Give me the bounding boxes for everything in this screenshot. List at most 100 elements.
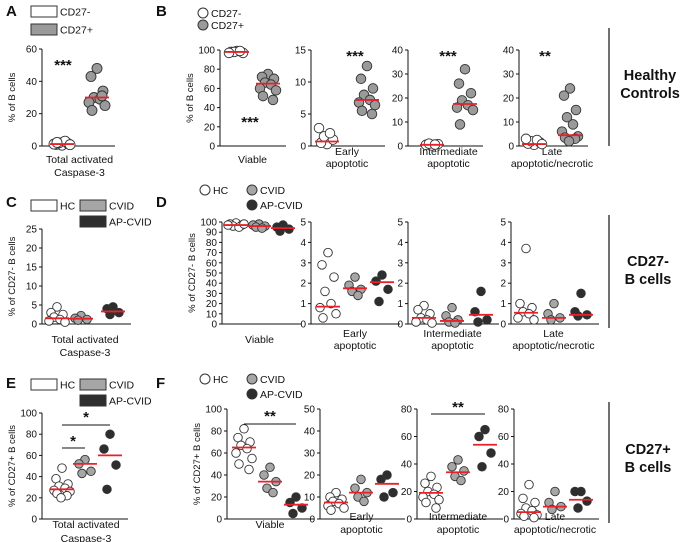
y-tick-label: 2: [300, 279, 306, 290]
legend-a: CD27- CD27+: [30, 5, 93, 37]
y-tick-label: 0: [309, 515, 315, 526]
data-point: [57, 463, 67, 473]
panel-e: 0 20 40 60 80 100% of CD27+ B cells Total acti…: [7, 409, 128, 542]
legend-swatch: [79, 378, 107, 391]
series-hc: [516, 479, 542, 523]
data-point: [564, 83, 576, 94]
x-category-label: Total activated: [46, 154, 113, 166]
data-point: [561, 111, 573, 123]
y-tick-label: 60: [206, 258, 218, 269]
data-point: [275, 226, 285, 236]
y-tick-label: 0: [31, 320, 37, 331]
significance-label: **: [264, 408, 276, 425]
panel-letter-d: D: [156, 194, 167, 211]
significance-label: **: [452, 399, 464, 416]
y-tick-label: 20: [304, 471, 316, 482]
y-tick-label: 60: [26, 45, 38, 56]
group-label-row3-line1: CD27+: [625, 442, 671, 458]
x-category-label: Viable: [238, 154, 267, 166]
legend-marker: [246, 373, 258, 385]
series-hc: [323, 487, 349, 515]
data-point: [470, 307, 480, 317]
data-point: [376, 474, 386, 485]
data-point: [329, 272, 339, 282]
series-hc: [44, 302, 70, 327]
series-cvid: [446, 455, 470, 486]
x-category-label: Late: [545, 511, 566, 523]
y-tick-label: 4: [397, 238, 403, 249]
data-point: [411, 317, 421, 327]
series-ap-cvid: [375, 470, 399, 502]
legend-swatch: [30, 378, 58, 391]
data-point: [529, 315, 539, 325]
x-category-label: Viable: [256, 519, 285, 531]
data-point: [356, 105, 368, 117]
significance-label: *: [83, 409, 89, 426]
series-ap-cvid: [473, 424, 497, 472]
data-point: [231, 448, 241, 458]
legend-marker: [246, 199, 258, 211]
legend-swatch: [79, 394, 107, 407]
data-point: [513, 313, 523, 323]
x-category-label: Caspase-3: [60, 347, 111, 359]
data-point: [546, 315, 556, 325]
x-category-label: apoptotic/necrotic: [514, 524, 596, 536]
y-tick-label: 40: [304, 427, 316, 438]
data-point: [530, 497, 540, 508]
y-tick-label: 20: [392, 94, 404, 105]
data-point: [518, 493, 528, 504]
y-tick-label: 1: [500, 299, 506, 310]
data-point: [318, 313, 328, 323]
data-point: [51, 136, 63, 148]
y-tick-label: 0: [397, 320, 403, 331]
series-cd27-: [420, 138, 444, 151]
y-tick-label: 60: [211, 449, 223, 460]
x-category-label: Early: [343, 328, 368, 340]
y-tick-label: 80: [206, 238, 218, 249]
legend-swatch: [30, 23, 58, 36]
y-tick-label: 3: [500, 258, 506, 269]
y-tick-label: 80: [211, 427, 223, 438]
series-cvid: [542, 298, 566, 325]
series-hc: [315, 247, 341, 323]
data-point: [434, 495, 444, 505]
data-point: [239, 219, 249, 229]
data-point: [453, 78, 465, 89]
y-tick-label: 40: [401, 460, 413, 471]
y-tick-label: 40: [26, 77, 38, 88]
data-point: [520, 133, 532, 145]
y-tick-label: 40: [26, 472, 38, 483]
y-tick-label: 0: [500, 320, 506, 331]
series-cvid: [258, 462, 282, 498]
data-point: [519, 511, 529, 522]
series-hc: [231, 424, 257, 475]
y-tick-label: 0: [300, 142, 306, 153]
series-cd27-: [313, 122, 339, 150]
x-category-label: Total activated: [51, 334, 118, 346]
y-tick-label: 0: [397, 142, 403, 153]
data-point: [486, 448, 496, 458]
significance-label: **: [539, 48, 551, 65]
significance-label: *: [70, 433, 76, 450]
series-cvid: [247, 219, 271, 233]
data-point: [570, 486, 580, 497]
legend-swatch: [30, 5, 58, 18]
group-label-row1-line1: Healthy: [624, 68, 676, 84]
y-tick-label: 2: [500, 279, 506, 290]
series-cvid: [440, 302, 464, 328]
y-tick-label: 20: [26, 244, 38, 255]
data-point: [99, 444, 109, 454]
y-tick-label: 0: [209, 142, 215, 153]
series-ap-cvid: [98, 429, 122, 495]
legend-label: AP-CVID: [109, 217, 152, 229]
data-point: [239, 424, 249, 434]
series-cd27-: [353, 60, 381, 120]
x-category-label: apoptotic: [427, 158, 470, 170]
y-tick-label: 80: [401, 405, 413, 416]
data-point: [52, 302, 62, 312]
data-point: [268, 487, 278, 498]
data-point: [259, 470, 269, 480]
